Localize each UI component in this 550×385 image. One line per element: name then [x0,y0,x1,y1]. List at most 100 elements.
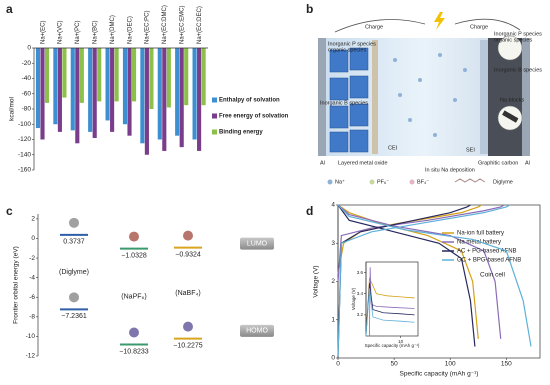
bar [127,48,132,136]
y-tick-label: 3.6 [357,270,364,275]
line-series [337,204,532,347]
y-tick-label: -100 [18,121,31,128]
y-tick-label: 1 [331,316,335,323]
label: Inorganic P species [328,41,376,47]
bar [149,48,154,109]
inset-frame [352,258,422,348]
y-tick-label: -12 [26,353,36,360]
x-tick-label: 50 [390,361,398,368]
al-collector [318,38,326,156]
legend-icon [369,179,375,185]
legend-swatch [212,129,217,135]
orbital-icon [129,231,139,242]
y-tick-label: -80 [22,106,32,113]
level-label: −1.0328 [121,252,147,259]
y-tick-label: -6 [29,294,35,301]
y-axis-label: kcal/mol [9,97,16,121]
bar [110,48,115,132]
level-label: −10.2275 [173,342,202,349]
species-label: (NaPF₆) [121,293,146,300]
bar [131,48,137,102]
cell-diagram [318,12,530,185]
y-tick-label: 3 [331,240,335,247]
line-series [337,204,510,357]
bar [97,48,102,102]
panel-label: d [306,204,313,218]
label: organic species [494,37,532,43]
arrow-label: Charge [365,24,383,30]
bar [197,48,202,151]
x-tick-label: 150 [501,361,512,368]
level-label: −7.2361 [61,313,87,320]
x-tick-label: 0 [336,361,340,368]
bar [35,48,41,129]
x-tick-label: Na+(DEC) [127,16,133,44]
label: Layered metal oxide [338,160,388,166]
orbital-icon [129,327,139,338]
level-tag-label: LUMO [247,241,268,248]
label: Inorganic B species [320,100,368,106]
panel-label: c [6,204,13,218]
line-series [337,204,502,339]
orbital-icon [183,230,193,241]
legend-label: Diglyme [493,179,513,185]
label: Inorganic P species [494,31,542,37]
y-tick-label: -40 [22,75,32,82]
x-tick-label: 100 [445,361,456,368]
ions [393,53,467,137]
legend-label: PF₆⁻ [377,179,389,185]
label: organic species [328,47,366,53]
y-tick-label: 0 [31,235,35,242]
bar [184,48,189,106]
bar [166,48,171,108]
legend-icon [409,179,415,185]
bar [88,48,93,132]
bar [122,48,128,125]
y-axis-label: Voltage (V) [351,287,356,310]
y-tick-label: -140 [18,151,31,158]
legend-icon [454,178,486,183]
label: In situ Na deposition [425,167,475,173]
x-axis-label: Specific capacity (mAh g⁻¹) [400,371,479,378]
line-series [365,288,415,337]
bar [79,48,84,103]
species-label: (Diglyme) [59,269,89,276]
legend-label: Free energy of solvation [219,114,289,120]
y-tick-label: -120 [18,136,31,143]
label: Al [320,160,325,166]
legend-label: GC + BPG-based AFNB [457,258,521,264]
y-tick-label: 3.4 [357,291,364,296]
bar [192,48,197,140]
bar [179,48,184,148]
bar [53,48,58,125]
label: Inorganic B species [494,67,542,73]
bar [114,48,119,102]
line-series [337,204,479,339]
bar [75,48,80,144]
level-label: 0.3737 [63,239,85,246]
x-tick-label: Na+(BC) [92,20,98,44]
label: Na blocks [500,97,524,103]
line-series [369,267,415,337]
bar [175,48,180,136]
legend-label: Enthalpy of solvation [219,98,280,104]
bar [92,48,97,138]
bar [144,48,149,155]
annotation: Coin cell [480,272,505,279]
y-tick-label: 0 [27,45,31,52]
y-tick-label: 0 [331,355,335,362]
bar [105,48,110,121]
y-tick-label: -160 [18,167,31,174]
na-block [502,110,519,123]
level-label: −0.9324 [175,251,201,258]
level-tag-label: HOMO [246,328,268,335]
bar [70,48,75,131]
arrow-label: Charge [470,24,488,30]
bar [157,48,162,140]
orbital-icon [69,292,79,303]
x-axis-label: Specific capacity (mAh g⁻¹) [365,343,420,348]
y-tick-label: -8 [29,314,35,321]
level-label: −10.8233 [119,348,148,355]
x-tick-label: 10 [398,339,404,344]
legend-label: BF₄⁻ [417,179,429,185]
